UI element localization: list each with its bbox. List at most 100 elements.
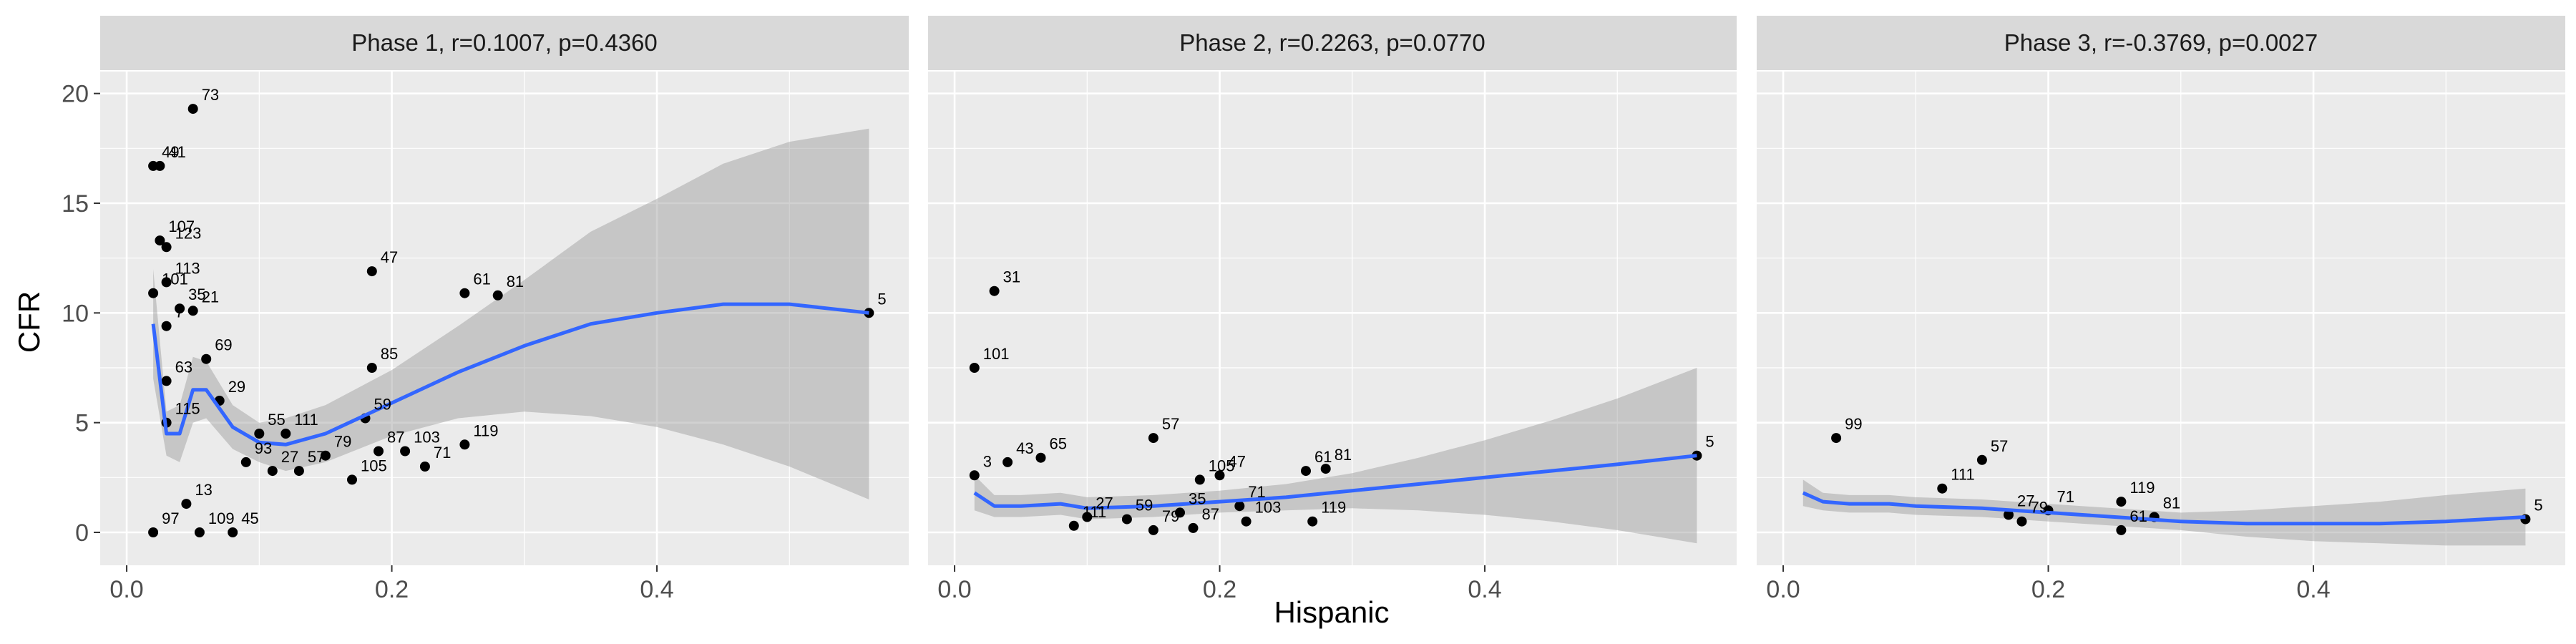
point-label: 59 <box>374 396 391 414</box>
point-label: 73 <box>202 86 219 104</box>
x-tick-label: 0.2 <box>2031 576 2065 603</box>
data-point <box>459 288 470 298</box>
data-point <box>1976 454 1987 465</box>
point-label: 49 <box>162 143 179 161</box>
data-point <box>374 446 384 457</box>
point-label: 61 <box>1314 448 1332 466</box>
data-point <box>175 303 185 314</box>
data-point <box>1002 457 1013 467</box>
data-point <box>366 266 377 277</box>
point-label: 123 <box>175 224 202 242</box>
data-point <box>1035 452 1046 463</box>
point-label: 47 <box>381 248 398 266</box>
point-label: 57 <box>1991 437 2008 455</box>
data-point <box>155 235 165 246</box>
point-label: 101 <box>162 270 188 288</box>
data-point <box>347 474 357 485</box>
data-point <box>1188 522 1199 533</box>
facet-title: Phase 2, r=0.2263, p=0.0770 <box>1179 29 1485 56</box>
point-label: 79 <box>334 433 351 451</box>
x-axis-title: Hispanic <box>1274 595 1389 629</box>
data-point <box>148 527 159 537</box>
point-label: 111 <box>294 411 318 429</box>
point-label: 97 <box>162 509 179 527</box>
point-label: 21 <box>202 288 219 306</box>
data-point <box>228 527 238 537</box>
point-label: 65 <box>1050 435 1067 453</box>
point-label: 43 <box>1016 439 1033 457</box>
facet-strip <box>1757 16 2565 70</box>
point-label: 81 <box>2163 494 2180 512</box>
point-label: 103 <box>414 429 440 447</box>
data-point <box>194 527 205 537</box>
point-label: 57 <box>1162 415 1179 433</box>
point-label: 5 <box>1705 433 1714 451</box>
data-point <box>1148 433 1158 444</box>
data-point <box>1831 433 1842 444</box>
data-point <box>148 288 159 298</box>
data-point <box>366 363 377 373</box>
point-label: 63 <box>175 358 192 376</box>
data-point <box>267 466 278 477</box>
x-tick-label: 0.2 <box>375 576 409 603</box>
confidence-band <box>1802 479 2526 546</box>
data-point <box>492 290 503 301</box>
point-label: 87 <box>387 429 404 447</box>
point-label: 69 <box>215 336 232 354</box>
point-label: 35 <box>188 286 205 303</box>
y-tick-label: 20 <box>62 81 89 108</box>
point-label: 71 <box>1248 483 1265 501</box>
data-point <box>1241 516 1252 527</box>
point-label: 85 <box>381 345 398 363</box>
point-label: 99 <box>1845 415 1862 433</box>
facet-title: Phase 1, r=0.1007, p=0.4360 <box>351 29 658 56</box>
point-label: 71 <box>2057 487 2074 505</box>
point-label: 119 <box>2129 479 2155 497</box>
facet-strip <box>928 16 1737 70</box>
facet-strip <box>100 16 909 70</box>
panel-background <box>1757 72 2565 565</box>
data-point <box>1320 464 1331 474</box>
point-label: 59 <box>1136 497 1153 514</box>
point-label: 27 <box>1096 494 1113 512</box>
data-point <box>400 446 411 457</box>
smooth-line <box>973 454 1697 510</box>
data-point <box>293 466 304 477</box>
point-label: 101 <box>983 345 1010 363</box>
panel-background <box>100 72 909 565</box>
point-label: 93 <box>255 439 272 457</box>
point-label: 119 <box>1321 499 1346 517</box>
y-tick-label: 10 <box>62 300 89 327</box>
smooth-line <box>151 302 869 447</box>
smooth-line <box>1802 491 2526 526</box>
data-point <box>969 363 980 373</box>
y-axis-title: CFR <box>12 291 46 353</box>
facet-title: Phase 3, r=-0.3769, p=0.0027 <box>2004 29 2318 56</box>
data-point <box>2116 497 2127 507</box>
data-point <box>201 353 212 364</box>
data-point <box>240 457 251 467</box>
data-point <box>1121 514 1132 525</box>
data-point <box>2004 509 2014 520</box>
y-tick-label: 15 <box>62 190 89 218</box>
data-point <box>1937 483 1948 494</box>
point-label: 71 <box>434 444 451 462</box>
point-label: 27 <box>2017 492 2034 510</box>
point-label: 103 <box>1255 499 1282 517</box>
point-label: 13 <box>195 481 212 499</box>
point-label: 105 <box>361 457 387 474</box>
data-point <box>161 376 172 386</box>
point-label: 79 <box>2031 499 2048 517</box>
confidence-band <box>153 128 869 499</box>
point-label: 119 <box>473 421 498 439</box>
point-label: 87 <box>1202 505 1219 523</box>
point-label: 29 <box>228 378 245 396</box>
data-point <box>419 462 430 472</box>
point-label: 57 <box>308 448 325 466</box>
x-tick-label: 0.2 <box>1203 576 1236 603</box>
data-point <box>969 470 980 481</box>
point-label: 107 <box>168 218 195 235</box>
data-point <box>187 104 198 114</box>
data-point <box>254 429 265 439</box>
